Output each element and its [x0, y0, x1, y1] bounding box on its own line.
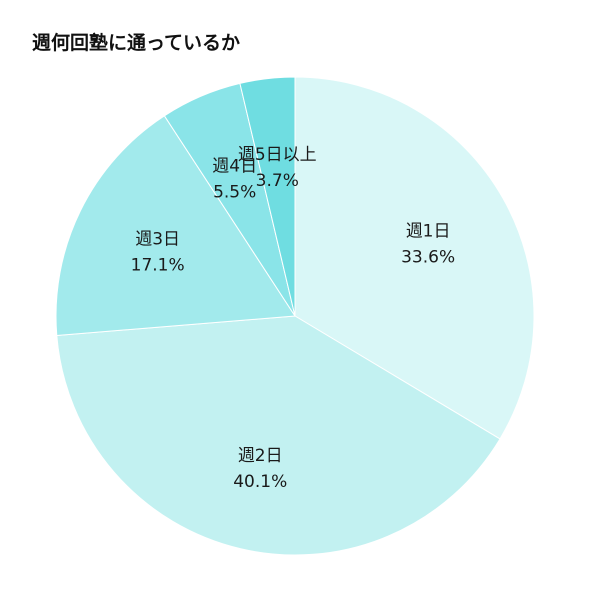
slice-category-label: 週1日: [406, 222, 451, 242]
pie-slices: [55, 76, 535, 556]
pie-slice: [55, 115, 296, 337]
slice-category-label: 週5日以上: [238, 145, 317, 165]
pie-slice: [239, 76, 296, 317]
slice-percent-label: 17.1%: [131, 256, 185, 276]
slice-percent-label: 33.6%: [401, 248, 455, 268]
slice-percent-label: 5.5%: [213, 182, 256, 202]
chart-title: 週何回塾に通っているか: [32, 32, 241, 54]
slice-percent-label: 3.7%: [256, 171, 299, 191]
slice-category-label: 週3日: [135, 230, 180, 250]
slice-category-label: 週4日: [212, 156, 257, 176]
pie-slice: [294, 76, 535, 440]
slice-percent-label: 40.1%: [233, 472, 287, 492]
pie-labels: 週1日 33.6% 週2日 40.1% 週3日 17.1% 週4日 5.5% 週5日以上 3.7%: [131, 145, 455, 492]
slice-category-label: 週2日: [238, 446, 283, 466]
pie-slice: [56, 315, 501, 556]
